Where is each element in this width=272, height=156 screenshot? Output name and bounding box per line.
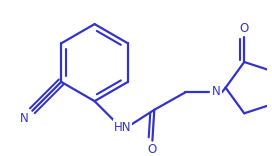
Text: O: O <box>240 22 249 35</box>
Text: O: O <box>148 143 157 156</box>
Text: N: N <box>20 112 29 125</box>
Text: HN: HN <box>114 121 131 134</box>
Text: N: N <box>212 85 220 98</box>
